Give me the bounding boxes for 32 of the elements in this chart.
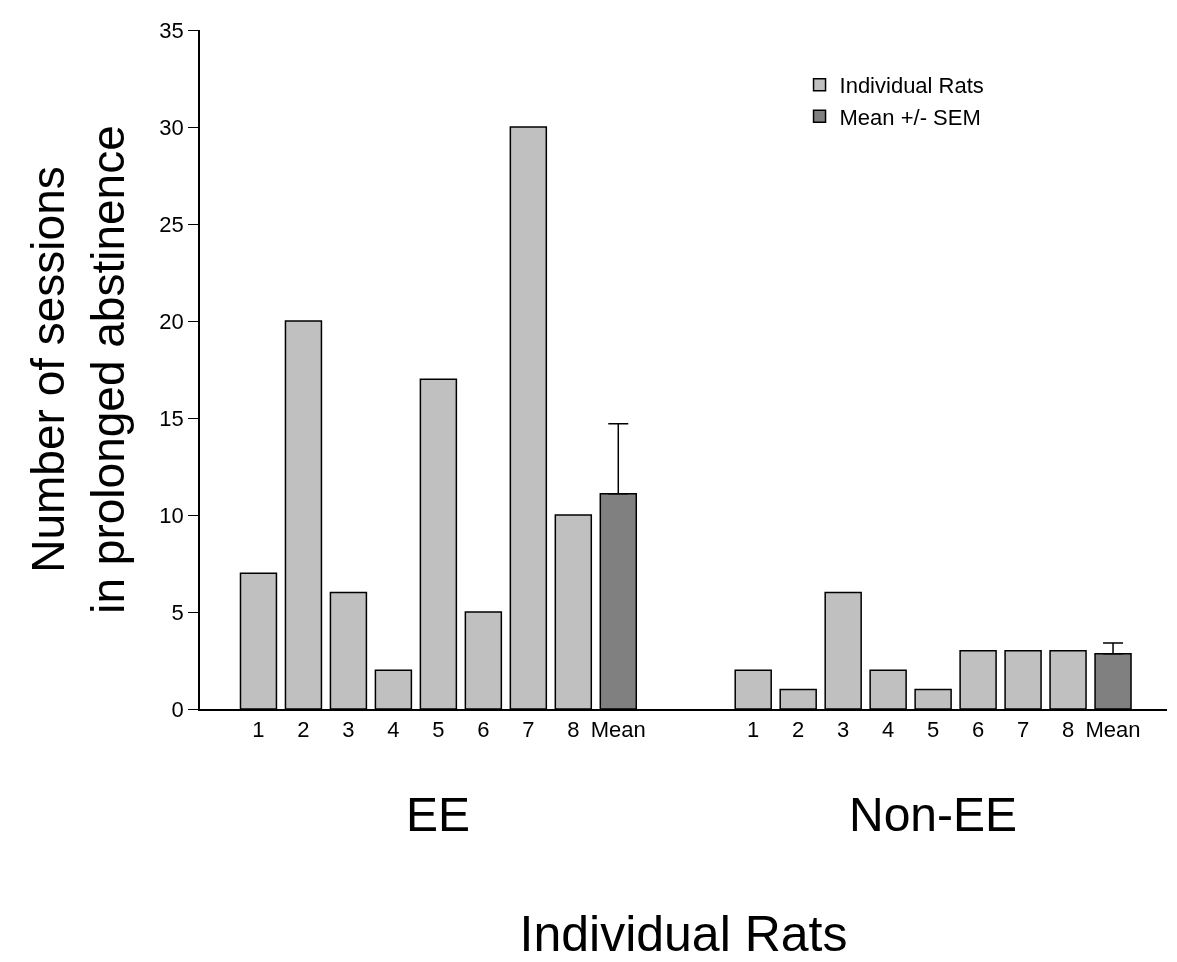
x-axis-title: Individual Rats bbox=[519, 906, 848, 962]
legend-label: Mean +/- SEM bbox=[839, 104, 981, 130]
x-tick-label: 8 bbox=[567, 717, 580, 743]
x-tick-label: 6 bbox=[971, 717, 985, 743]
x-tick-label: 6 bbox=[477, 717, 490, 743]
x-tick-label: 5 bbox=[926, 717, 940, 743]
x-tick-label: 7 bbox=[522, 717, 535, 743]
y-axis-title: Number of sessions in prolonged abstinence bbox=[22, 125, 135, 614]
x-tick-label: 7 bbox=[1016, 717, 1030, 743]
text: EE bbox=[406, 788, 471, 841]
y-tick-label: 15 bbox=[159, 405, 184, 431]
y-tick-label: 20 bbox=[159, 308, 184, 334]
y-tick-label: 30 bbox=[159, 114, 184, 140]
y-tick-label: 10 bbox=[159, 502, 184, 528]
x-tick-label: 1 bbox=[747, 717, 760, 743]
x-tick-label: 4 bbox=[882, 717, 895, 743]
x-tick-label: 3 bbox=[837, 717, 850, 743]
text: Non-EE bbox=[849, 788, 1018, 841]
x-tick-label: Mean bbox=[590, 717, 646, 743]
y-tick-label: 35 bbox=[159, 17, 184, 43]
y-tick-label: 25 bbox=[159, 211, 184, 237]
legend-label: Individual Rats bbox=[839, 73, 984, 99]
x-tick-label: 2 bbox=[297, 717, 310, 743]
x-tick-label: 3 bbox=[342, 717, 355, 743]
x-tick-label: 1 bbox=[252, 717, 265, 743]
x-tick-label: 4 bbox=[387, 717, 400, 743]
x-tick-label: 2 bbox=[792, 717, 805, 743]
x-tick-label: 5 bbox=[432, 717, 445, 743]
y-tick-label: 5 bbox=[171, 599, 184, 625]
y-tick-label: 0 bbox=[171, 696, 184, 722]
x-tick-label: Mean bbox=[1085, 717, 1141, 743]
x-tick-label: 8 bbox=[1061, 717, 1075, 743]
